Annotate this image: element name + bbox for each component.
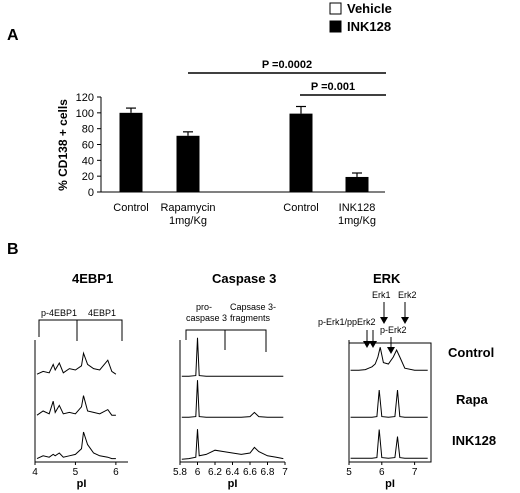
- spectrum-tick-label: 6.2: [208, 467, 222, 478]
- spectrum-panel-4ebp1: 4 5 6 pI: [32, 340, 128, 490]
- bracket-p-4ebp1: [38, 319, 78, 341]
- x-category-label: INK128: [339, 202, 376, 214]
- y-axis-label: % CD138 + cells: [56, 99, 70, 191]
- spectrum-line-rapa: [181, 380, 284, 418]
- arrow-p-erk2: [387, 337, 395, 354]
- spectrum-tick-label: 5: [346, 467, 352, 478]
- spectrum-line-rapa: [36, 395, 116, 416]
- annotation-p-erk2: p-Erk2: [380, 325, 407, 335]
- spectrum-tick-label: 6: [195, 467, 201, 478]
- spectrum-line-rapa: [350, 389, 428, 418]
- panel-a-letter: A: [7, 27, 19, 44]
- spectrum-tick-label: 7: [282, 467, 288, 478]
- bar-chart: % CD138 + cells 0 20 40 60 80 100 120 Control R…: [56, 59, 386, 227]
- arrow-pp-erk2: [369, 330, 377, 348]
- x-category-label: 1mg/Kg: [169, 215, 207, 227]
- y-tick-label: 40: [82, 155, 94, 167]
- spectrum-tick-label: 5: [73, 467, 79, 478]
- bar: [119, 112, 143, 192]
- arrow-erk1: [380, 302, 388, 324]
- annotations-erk: Erk1 Erk2 p-Erk1/ppErk2 p-Erk2: [318, 290, 417, 354]
- spectrum-panel-caspase-3: 5.8 6 6.2 6.4 6.6 6.8 7 pI: [173, 337, 288, 490]
- spectrum-line-ink128: [350, 429, 428, 459]
- subpanel-title-caspase3: Caspase 3: [212, 271, 276, 286]
- legend-label-ink128: INK128: [347, 19, 391, 34]
- subpanel-title-erk: ERK: [373, 271, 401, 286]
- spectrum-x-label: pI: [228, 478, 238, 490]
- legend-label-vehicle: Vehicle: [347, 1, 392, 16]
- pvalue-label-long: P =0.0002: [262, 59, 312, 71]
- annotation-p-4ebp1: p-4EBP1: [41, 308, 77, 318]
- y-tick-label: 80: [82, 124, 94, 136]
- annotation-caspase3: caspase 3: [186, 313, 227, 323]
- bar: [289, 113, 313, 192]
- y-tick-label: 20: [82, 171, 94, 183]
- annotation-erk2: Erk2: [398, 290, 417, 300]
- y-tick-label: 0: [88, 187, 94, 199]
- spectrum-tick-label: 7: [412, 467, 418, 478]
- spectrum-tick-label: 4: [32, 467, 38, 478]
- arrow-erk2: [401, 302, 409, 324]
- bars: [119, 105, 369, 192]
- spectrum-x-label: pI: [77, 478, 87, 490]
- legend-swatch-vehicle: [329, 2, 342, 15]
- annotations-caspase3: pro- caspase 3 Capsase 3- fragments: [185, 302, 276, 352]
- spectrum-tick-label: 6: [113, 467, 119, 478]
- spectrum-tick-label: 6.8: [261, 467, 275, 478]
- x-category-label: Control: [113, 202, 148, 214]
- spectrum-line-ink128: [36, 431, 116, 460]
- y-tick-label: 60: [82, 140, 94, 152]
- bracket-caspase3-fragments: [225, 329, 267, 352]
- annotation-4ebp1: 4EBP1: [88, 308, 116, 318]
- annotation-fragments: fragments: [230, 313, 271, 323]
- legend-swatch-ink128: [329, 20, 342, 33]
- arrow-p-erk1: [363, 330, 371, 348]
- legend: Vehicle INK128: [329, 1, 392, 34]
- panel-b-letter: B: [7, 241, 19, 258]
- spectrum-tick-label: 6.6: [243, 467, 257, 478]
- y-tick-label: 120: [76, 92, 94, 104]
- bar: [345, 176, 369, 192]
- x-category-label: Rapamycin: [160, 202, 215, 214]
- spectrum-line-control: [181, 337, 284, 377]
- row-label-rapa: Rapa: [456, 392, 489, 407]
- spectrum-tick-label: 6.4: [226, 467, 240, 478]
- spectrum-tick-label: 6: [379, 467, 385, 478]
- spectrum-line-ink128: [181, 429, 284, 460]
- spectrum-panel-erk: 5 6 7 pI: [346, 340, 432, 490]
- annotation-capsase3-fragments: Capsase 3-: [230, 302, 276, 312]
- annotation-erk1: Erk1: [372, 290, 391, 300]
- x-category-label: 1mg/Kg: [338, 215, 376, 227]
- spectrum-line-control: [36, 351, 117, 375]
- bracket-pro-caspase3: [185, 329, 226, 350]
- subpanel-title-4ebp1: 4EBP1: [72, 271, 113, 286]
- bracket-4ebp1: [77, 319, 123, 341]
- row-label-ink128: INK128: [452, 433, 496, 448]
- spectrum-x-label: pI: [385, 478, 395, 490]
- annotations-4ebp1: p-4EBP1 4EBP1: [38, 308, 123, 341]
- spectrum-tick-label: 5.8: [173, 467, 187, 478]
- y-ticks: 0 20 40 60 80 100 120: [76, 92, 101, 199]
- spectrum-line-control: [350, 347, 428, 371]
- y-tick-label: 100: [76, 108, 94, 120]
- annotation-p-erk1-pperk2: p-Erk1/ppErk2: [318, 317, 376, 327]
- pvalue-label-short: P =0.001: [311, 81, 355, 93]
- annotation-pro: pro-: [196, 302, 212, 312]
- x-category-label: Control: [283, 202, 318, 214]
- bar: [176, 135, 200, 192]
- row-label-control: Control: [448, 345, 494, 360]
